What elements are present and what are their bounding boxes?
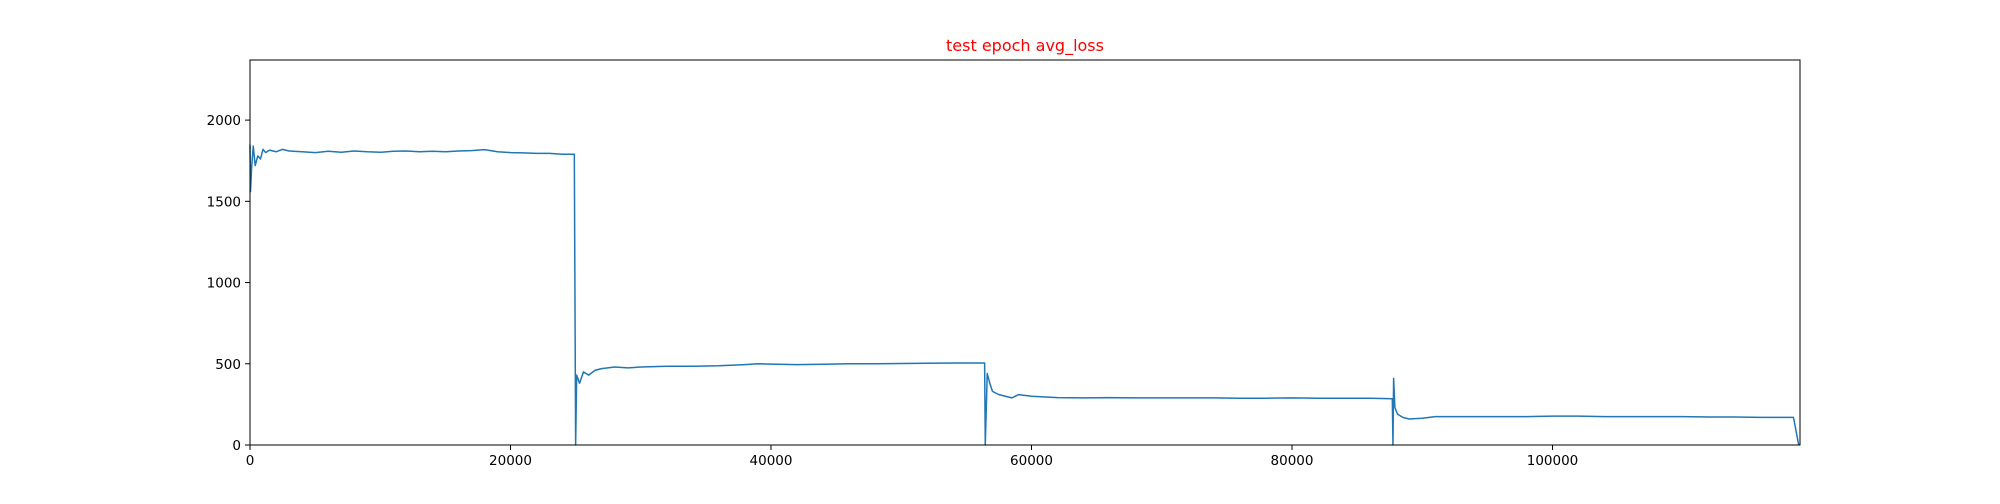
x-tick-label: 20000 <box>489 453 532 469</box>
y-tick-label: 2000 <box>207 113 241 129</box>
y-tick-label: 500 <box>215 357 241 373</box>
y-tick-label: 1500 <box>207 194 241 210</box>
y-axis: 0 500 1000 1500 2000 <box>207 113 250 454</box>
y-tick-label: 1000 <box>207 276 241 292</box>
plot-area <box>250 60 1800 445</box>
x-tick-label: 0 <box>246 453 255 469</box>
x-axis: 0 20000 40000 60000 80000 100000 <box>246 445 1579 469</box>
x-tick-label: 100000 <box>1527 453 1579 469</box>
y-tick-label: 0 <box>232 438 241 454</box>
x-tick-label: 40000 <box>750 453 793 469</box>
series-line-0 <box>249 144 1800 446</box>
x-tick-label: 80000 <box>1271 453 1314 469</box>
series-layer <box>249 144 1800 446</box>
plot-frame <box>249 59 1801 446</box>
x-tick-label: 60000 <box>1010 453 1053 469</box>
chart-title: test epoch avg_loss <box>946 36 1104 56</box>
